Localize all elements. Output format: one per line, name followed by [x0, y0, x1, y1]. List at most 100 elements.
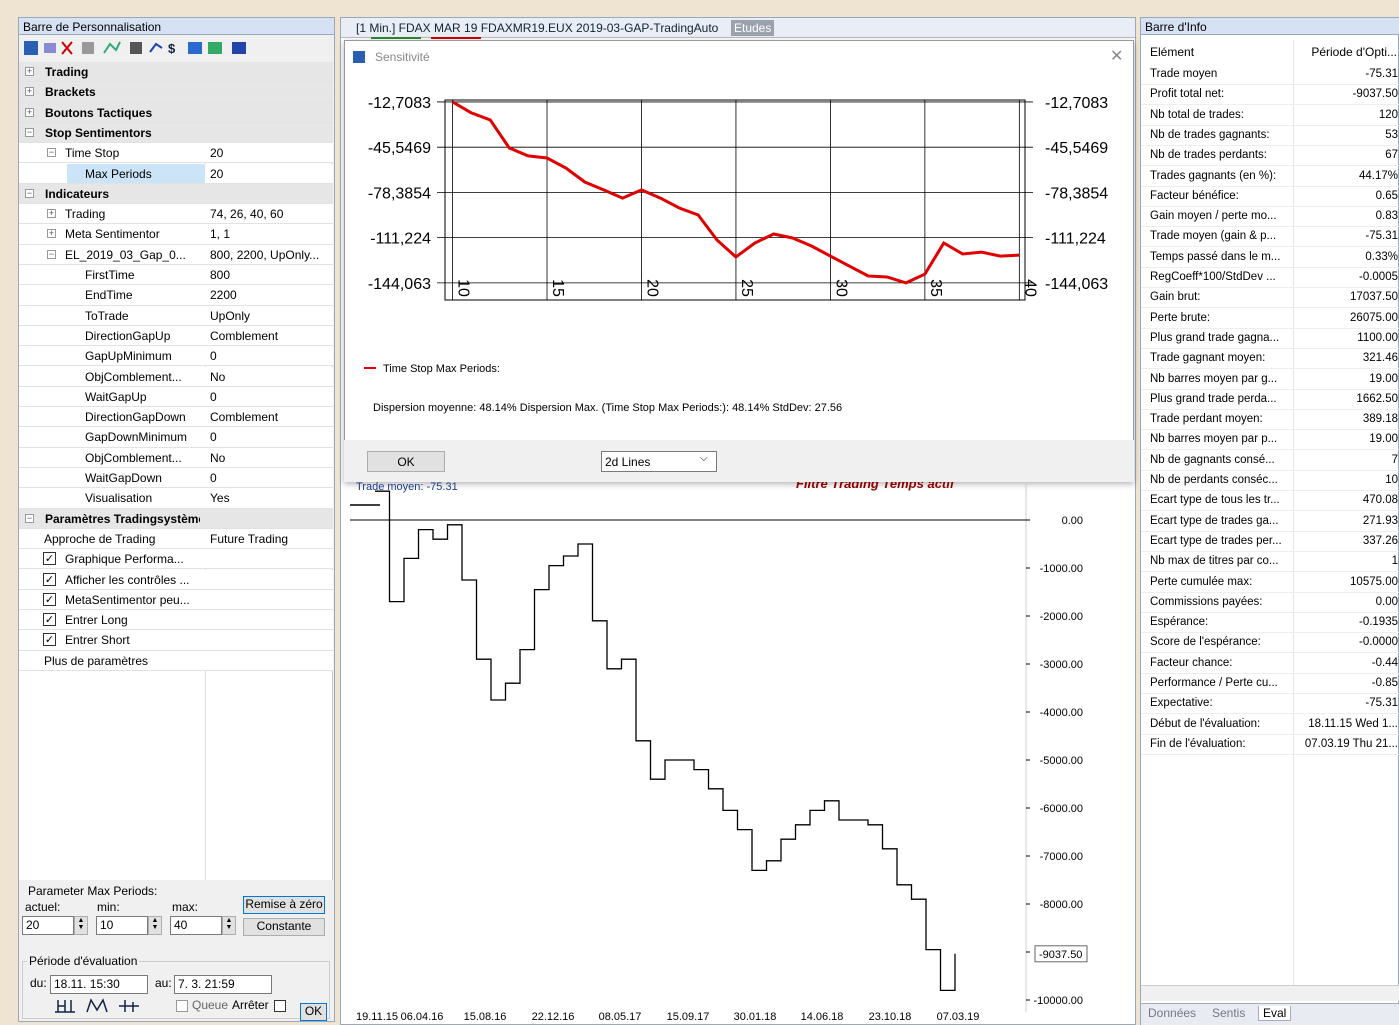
y-tick-label: -2000.00 — [1040, 611, 1083, 623]
expander[interactable]: − — [25, 188, 34, 198]
tree-value: 0 — [210, 389, 217, 404]
info-label: Perte cumulée max: — [1150, 575, 1253, 588]
info-value: 44.17% — [1358, 169, 1398, 182]
info-value: 19.00 — [1369, 372, 1398, 385]
x-tick-label: 15.09.17 — [667, 1011, 710, 1023]
icon-buttons[interactable] — [55, 996, 150, 1016]
x-tick-label: 07.03.19 — [937, 1011, 980, 1023]
scrollbar[interactable] — [1141, 985, 1399, 1001]
panel-title: Barre d'Info — [1141, 18, 1399, 35]
studies-button[interactable]: Etudes — [731, 20, 775, 36]
equity-chart: 0.00 -1000.00 -2000.00 -3000.00 -4000.00 -500… — [350, 482, 1088, 1023]
param-title: Parameter Max Periods: — [28, 884, 158, 898]
expander[interactable]: + — [25, 107, 34, 117]
info-label: Plus grand trade gagna... — [1150, 331, 1280, 344]
tree-value: Yes — [210, 491, 230, 506]
tree-row — [19, 427, 333, 448]
dialog-footer — [344, 440, 1134, 482]
label: Arrêter — [232, 998, 269, 1012]
constant-button[interactable]: Constante — [243, 918, 325, 936]
reset-button[interactable]: Remise à zéro — [243, 896, 325, 914]
tree-label: Indicateurs — [45, 186, 110, 201]
date-select[interactable]: 18.11. 15:30 — [50, 975, 148, 994]
info-value: 7 — [1391, 453, 1398, 466]
tree-value: 2200 — [210, 288, 237, 303]
info-label: Facteur bénéfice: — [1150, 189, 1239, 202]
info-row — [1141, 85, 1399, 106]
label: max: — [172, 900, 199, 914]
toolbar-icons: $ — [24, 41, 246, 56]
tree-row — [19, 488, 333, 509]
ok-button[interactable]: OK — [300, 1003, 327, 1021]
info-label: RegCoeff*100/StdDev ... — [1150, 271, 1276, 283]
tree-row — [19, 549, 333, 570]
info-label: Ecart type de tous les tr... — [1150, 494, 1280, 507]
expander[interactable]: − — [47, 148, 56, 158]
x-tick-label: 10 — [455, 279, 472, 297]
expander[interactable]: + — [47, 209, 56, 219]
checkbox[interactable]: ✓ — [43, 592, 56, 606]
summary: Dispersion moyenne: 48.14% Dispersion Ma… — [373, 402, 843, 414]
toolbar[interactable]: $ — [22, 38, 322, 58]
dialog-title: Sensitivité — [375, 50, 430, 64]
tree-row — [19, 447, 333, 468]
info-label: Profit total net: — [1150, 88, 1225, 101]
icons — [55, 998, 139, 1013]
tree-row — [19, 204, 333, 225]
checkbox[interactable] — [176, 1000, 188, 1012]
tree-row — [19, 589, 333, 611]
tree-value: 1, 1 — [210, 227, 231, 242]
spin-button[interactable]: ▲ ▼ — [222, 916, 236, 935]
y-tick-label: -144,063 — [1045, 276, 1108, 293]
checkbox[interactable]: ✓ — [43, 633, 56, 647]
checkbox[interactable] — [274, 1000, 286, 1012]
tree-row — [19, 325, 333, 347]
info-row — [1141, 390, 1399, 410]
tab[interactable]: Eval — [1258, 1006, 1292, 1021]
y-tick-label: -144,063 — [368, 276, 431, 293]
checkbox[interactable]: ✓ — [43, 613, 56, 627]
info-label: Nb barres moyen par p... — [1150, 433, 1278, 446]
x-tick-label: 15 — [549, 279, 566, 297]
info-row — [1141, 654, 1399, 674]
tab-marker — [431, 37, 481, 39]
tree-row — [19, 305, 333, 326]
date-select[interactable]: 7. 3. 21:59 — [174, 975, 272, 994]
spin-input[interactable]: 20 — [22, 916, 74, 935]
info-label: Ecart type de trades ga... — [1150, 514, 1279, 527]
tree-value: 74, 26, 40, 60 — [210, 207, 284, 222]
expander[interactable]: + — [25, 87, 34, 97]
last-value-label: -9037.50 — [1039, 949, 1082, 961]
expander[interactable]: + — [25, 67, 34, 76]
tree-value: UpOnly — [210, 308, 251, 323]
info-label: Facteur chance: — [1150, 656, 1233, 669]
spin-button[interactable]: ▲ ▼ — [148, 916, 162, 935]
svg-text:$: $ — [168, 41, 176, 56]
tree-label: Paramètres Tradingsystème — [45, 511, 200, 526]
spin-input[interactable]: 40 — [170, 916, 222, 935]
tab[interactable]: Données — [1148, 1006, 1197, 1020]
tab[interactable]: Sentis — [1212, 1006, 1246, 1020]
tree-value: 20 — [210, 166, 224, 181]
info-value: 1662.50 — [1356, 392, 1398, 405]
expander[interactable]: − — [47, 249, 56, 259]
info-value: 19.00 — [1369, 433, 1398, 446]
tree-row — [19, 407, 333, 428]
x-tick-label: 30.01.18 — [734, 1011, 777, 1023]
y-tick-label: -3000.00 — [1040, 659, 1083, 671]
expander[interactable]: − — [25, 513, 34, 523]
checkbox[interactable]: ✓ — [43, 552, 56, 566]
view-select[interactable]: 2d Lines — [601, 451, 717, 472]
info-row — [1141, 349, 1399, 370]
expander[interactable]: + — [47, 229, 56, 239]
x-tick-label: 35 — [927, 279, 944, 297]
close-button[interactable]: ✕ — [1110, 48, 1124, 65]
spin-button[interactable]: ▲ ▼ — [74, 916, 88, 935]
spin-input[interactable]: 10 — [96, 916, 148, 935]
info-label: Plus grand trade perda... — [1150, 392, 1277, 405]
expander[interactable]: − — [25, 127, 34, 137]
info-row — [1141, 65, 1399, 85]
ok-button[interactable]: OK — [367, 451, 445, 472]
tree-value: Future Trading — [210, 531, 289, 546]
checkbox[interactable]: ✓ — [43, 572, 56, 586]
